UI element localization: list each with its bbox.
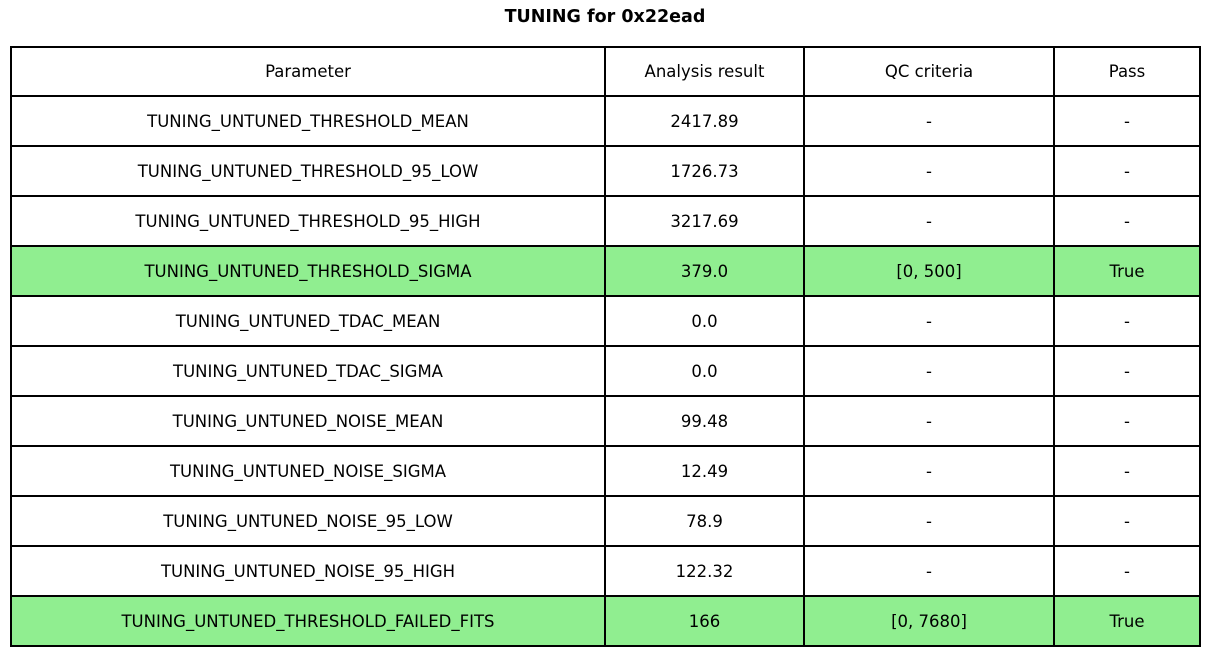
table-row: TUNING_UNTUNED_NOISE_95_HIGH 122.32- - [10,545,1201,597]
qc-criteria-cell: - [803,145,1055,197]
table-row: TUNING_UNTUNED_TDAC_MEAN 0.0- - [10,295,1201,347]
parameter-cell: TUNING_UNTUNED_THRESHOLD_MEAN [10,95,606,147]
qc-criteria-cell: - [803,495,1055,547]
parameter-cell: TUNING_UNTUNED_THRESHOLD_FAILED_FITS [10,595,606,647]
column-header-analysis-result: Analysis result [604,46,805,97]
analysis-result-cell: 2417.89 [604,95,805,147]
parameter-cell: TUNING_UNTUNED_NOISE_MEAN [10,395,606,447]
table-row: TUNING_UNTUNED_NOISE_SIGMA 12.49- - [10,445,1201,497]
parameter-cell: TUNING_UNTUNED_THRESHOLD_95_LOW [10,145,606,197]
parameter-cell: TUNING_UNTUNED_THRESHOLD_95_HIGH [10,195,606,247]
analysis-result-cell: 379.0 [604,245,805,297]
qc-criteria-cell: - [803,445,1055,497]
analysis-result-cell: 99.48 [604,395,805,447]
analysis-result-cell: 1726.73 [604,145,805,197]
pass-cell: - [1053,295,1201,347]
table-row: TUNING_UNTUNED_THRESHOLD_SIGMA 379.0 [0, 5… [10,245,1201,297]
header-row: Parameter Analysis result QC criteria Pass [10,46,1201,97]
column-header-pass: Pass [1053,46,1201,97]
qc-table: Parameter Analysis result QC criteria Pass … [10,46,1201,647]
qc-criteria-cell: - [803,295,1055,347]
pass-cell: True [1053,595,1201,647]
table-row: TUNING_UNTUNED_NOISE_95_LOW 78.9- - [10,495,1201,547]
table-row: TUNING_UNTUNED_THRESHOLD_FAILED_FITS 166[… [10,595,1201,647]
analysis-result-cell: 3217.69 [604,195,805,247]
analysis-result-cell: 0.0 [604,345,805,397]
pass-cell: - [1053,195,1201,247]
figure-title: TUNING for 0x22ead [504,7,706,27]
analysis-result-cell: 0.0 [604,295,805,347]
table-row: TUNING_UNTUNED_NOISE_MEAN 99.48- - [10,395,1201,447]
parameter-cell: TUNING_UNTUNED_TDAC_MEAN [10,295,606,347]
qc-criteria-cell: - [803,195,1055,247]
table-row: TUNING_UNTUNED_THRESHOLD_95_HIGH 3217.69-… [10,195,1201,247]
pass-cell: - [1053,345,1201,397]
qc-criteria-cell: - [803,545,1055,597]
analysis-result-cell: 166 [604,595,805,647]
analysis-result-cell: 122.32 [604,545,805,597]
parameter-cell: TUNING_UNTUNED_NOISE_95_HIGH [10,545,606,597]
table-body: TUNING_UNTUNED_THRESHOLD_MEAN 2417.89- - TU… [10,95,1201,647]
pass-cell: - [1053,495,1201,547]
qc-criteria-cell: - [803,95,1055,147]
parameter-cell: TUNING_UNTUNED_TDAC_SIGMA [10,345,606,397]
table-row: TUNING_UNTUNED_TDAC_SIGMA 0.0- - [10,345,1201,397]
parameter-cell: TUNING_UNTUNED_THRESHOLD_SIGMA [10,245,606,297]
pass-cell: - [1053,95,1201,147]
pass-cell: - [1053,445,1201,497]
pass-cell: - [1053,545,1201,597]
qc-criteria-cell: - [803,345,1055,397]
table-row: TUNING_UNTUNED_THRESHOLD_95_LOW 1726.73- - [10,145,1201,197]
pass-cell: True [1053,245,1201,297]
pass-cell: - [1053,145,1201,197]
analysis-result-cell: 78.9 [604,495,805,547]
column-header-qc-criteria: QC criteria [803,46,1055,97]
analysis-result-cell: 12.49 [604,445,805,497]
table-row: TUNING_UNTUNED_THRESHOLD_MEAN 2417.89- - [10,95,1201,147]
qc-criteria-cell: [0, 7680] [803,595,1055,647]
parameter-cell: TUNING_UNTUNED_NOISE_95_LOW [10,495,606,547]
qc-criteria-cell: - [803,395,1055,447]
qc-criteria-cell: [0, 500] [803,245,1055,297]
parameter-cell: TUNING_UNTUNED_NOISE_SIGMA [10,445,606,497]
pass-cell: - [1053,395,1201,447]
column-header-parameter: Parameter [10,46,606,97]
